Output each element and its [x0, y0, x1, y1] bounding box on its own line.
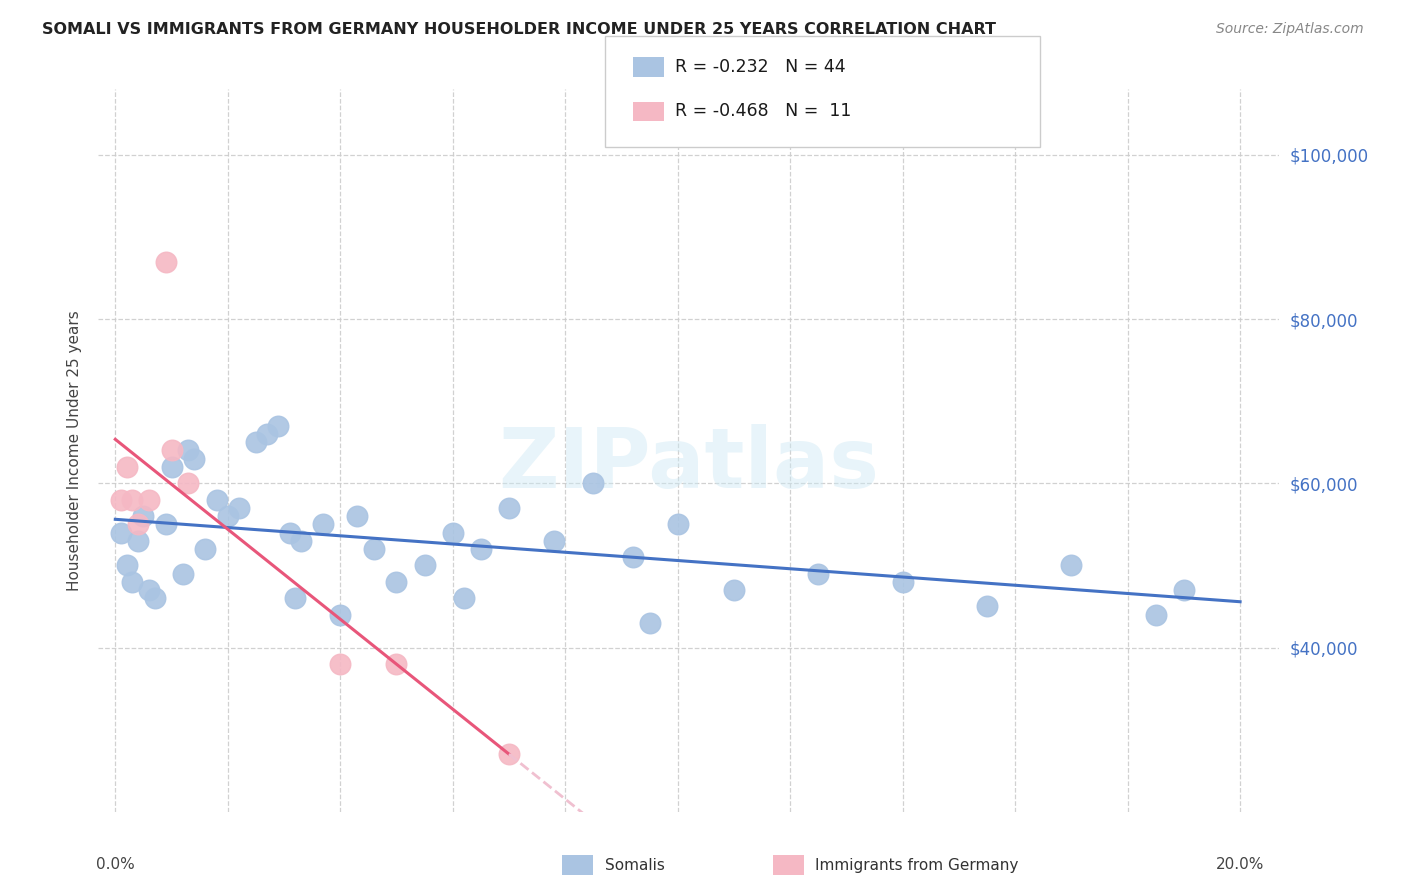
Point [807, 566, 830, 581]
Point [329, 607, 352, 622]
Point [891, 574, 914, 589]
Point [638, 615, 661, 630]
Point [385, 574, 408, 589]
Text: R = -0.468   N =  11: R = -0.468 N = 11 [675, 103, 851, 120]
Point [127, 533, 149, 548]
Point [976, 599, 998, 614]
Point [160, 443, 183, 458]
Point [115, 459, 138, 474]
Point [110, 492, 132, 507]
Point [143, 591, 166, 606]
Point [723, 582, 745, 597]
Point [385, 657, 408, 671]
Point [138, 582, 160, 597]
Point [1173, 582, 1195, 597]
Point [121, 492, 143, 507]
Point [413, 558, 436, 573]
Point [132, 509, 155, 524]
Text: Somalis: Somalis [605, 858, 665, 872]
Text: 0.0%: 0.0% [96, 857, 135, 871]
Point [267, 418, 290, 433]
Point [155, 517, 177, 532]
Point [245, 435, 267, 450]
Text: Immigrants from Germany: Immigrants from Germany [815, 858, 1019, 872]
Point [256, 427, 278, 442]
Point [363, 541, 385, 556]
Point [666, 517, 689, 532]
Point [543, 533, 565, 548]
Point [177, 476, 200, 491]
Point [183, 451, 205, 466]
Point [138, 492, 160, 507]
Text: R = -0.232   N = 44: R = -0.232 N = 44 [675, 58, 845, 76]
Text: Source: ZipAtlas.com: Source: ZipAtlas.com [1216, 22, 1364, 37]
Point [115, 558, 138, 573]
Point [217, 509, 239, 524]
Point [160, 459, 183, 474]
Point [453, 591, 475, 606]
Point [312, 517, 335, 532]
Point [329, 657, 352, 671]
Point [155, 254, 177, 268]
Point [621, 550, 644, 565]
Point [228, 500, 250, 515]
Y-axis label: Householder Income Under 25 years: Householder Income Under 25 years [66, 310, 82, 591]
Point [121, 574, 143, 589]
Point [1060, 558, 1083, 573]
Point [441, 525, 464, 540]
Text: SOMALI VS IMMIGRANTS FROM GERMANY HOUSEHOLDER INCOME UNDER 25 YEARS CORRELATION : SOMALI VS IMMIGRANTS FROM GERMANY HOUSEH… [42, 22, 997, 37]
Point [177, 443, 200, 458]
Point [498, 500, 520, 515]
Point [205, 492, 228, 507]
Point [194, 541, 217, 556]
Point [278, 525, 301, 540]
Point [582, 476, 605, 491]
Point [498, 747, 520, 762]
Point [172, 566, 194, 581]
Point [346, 509, 368, 524]
Point [127, 517, 149, 532]
Point [284, 591, 307, 606]
Text: ZIPatlas: ZIPatlas [499, 425, 879, 506]
Point [470, 541, 492, 556]
Point [110, 525, 132, 540]
Point [1144, 607, 1167, 622]
Text: 20.0%: 20.0% [1216, 857, 1264, 871]
Point [290, 533, 312, 548]
